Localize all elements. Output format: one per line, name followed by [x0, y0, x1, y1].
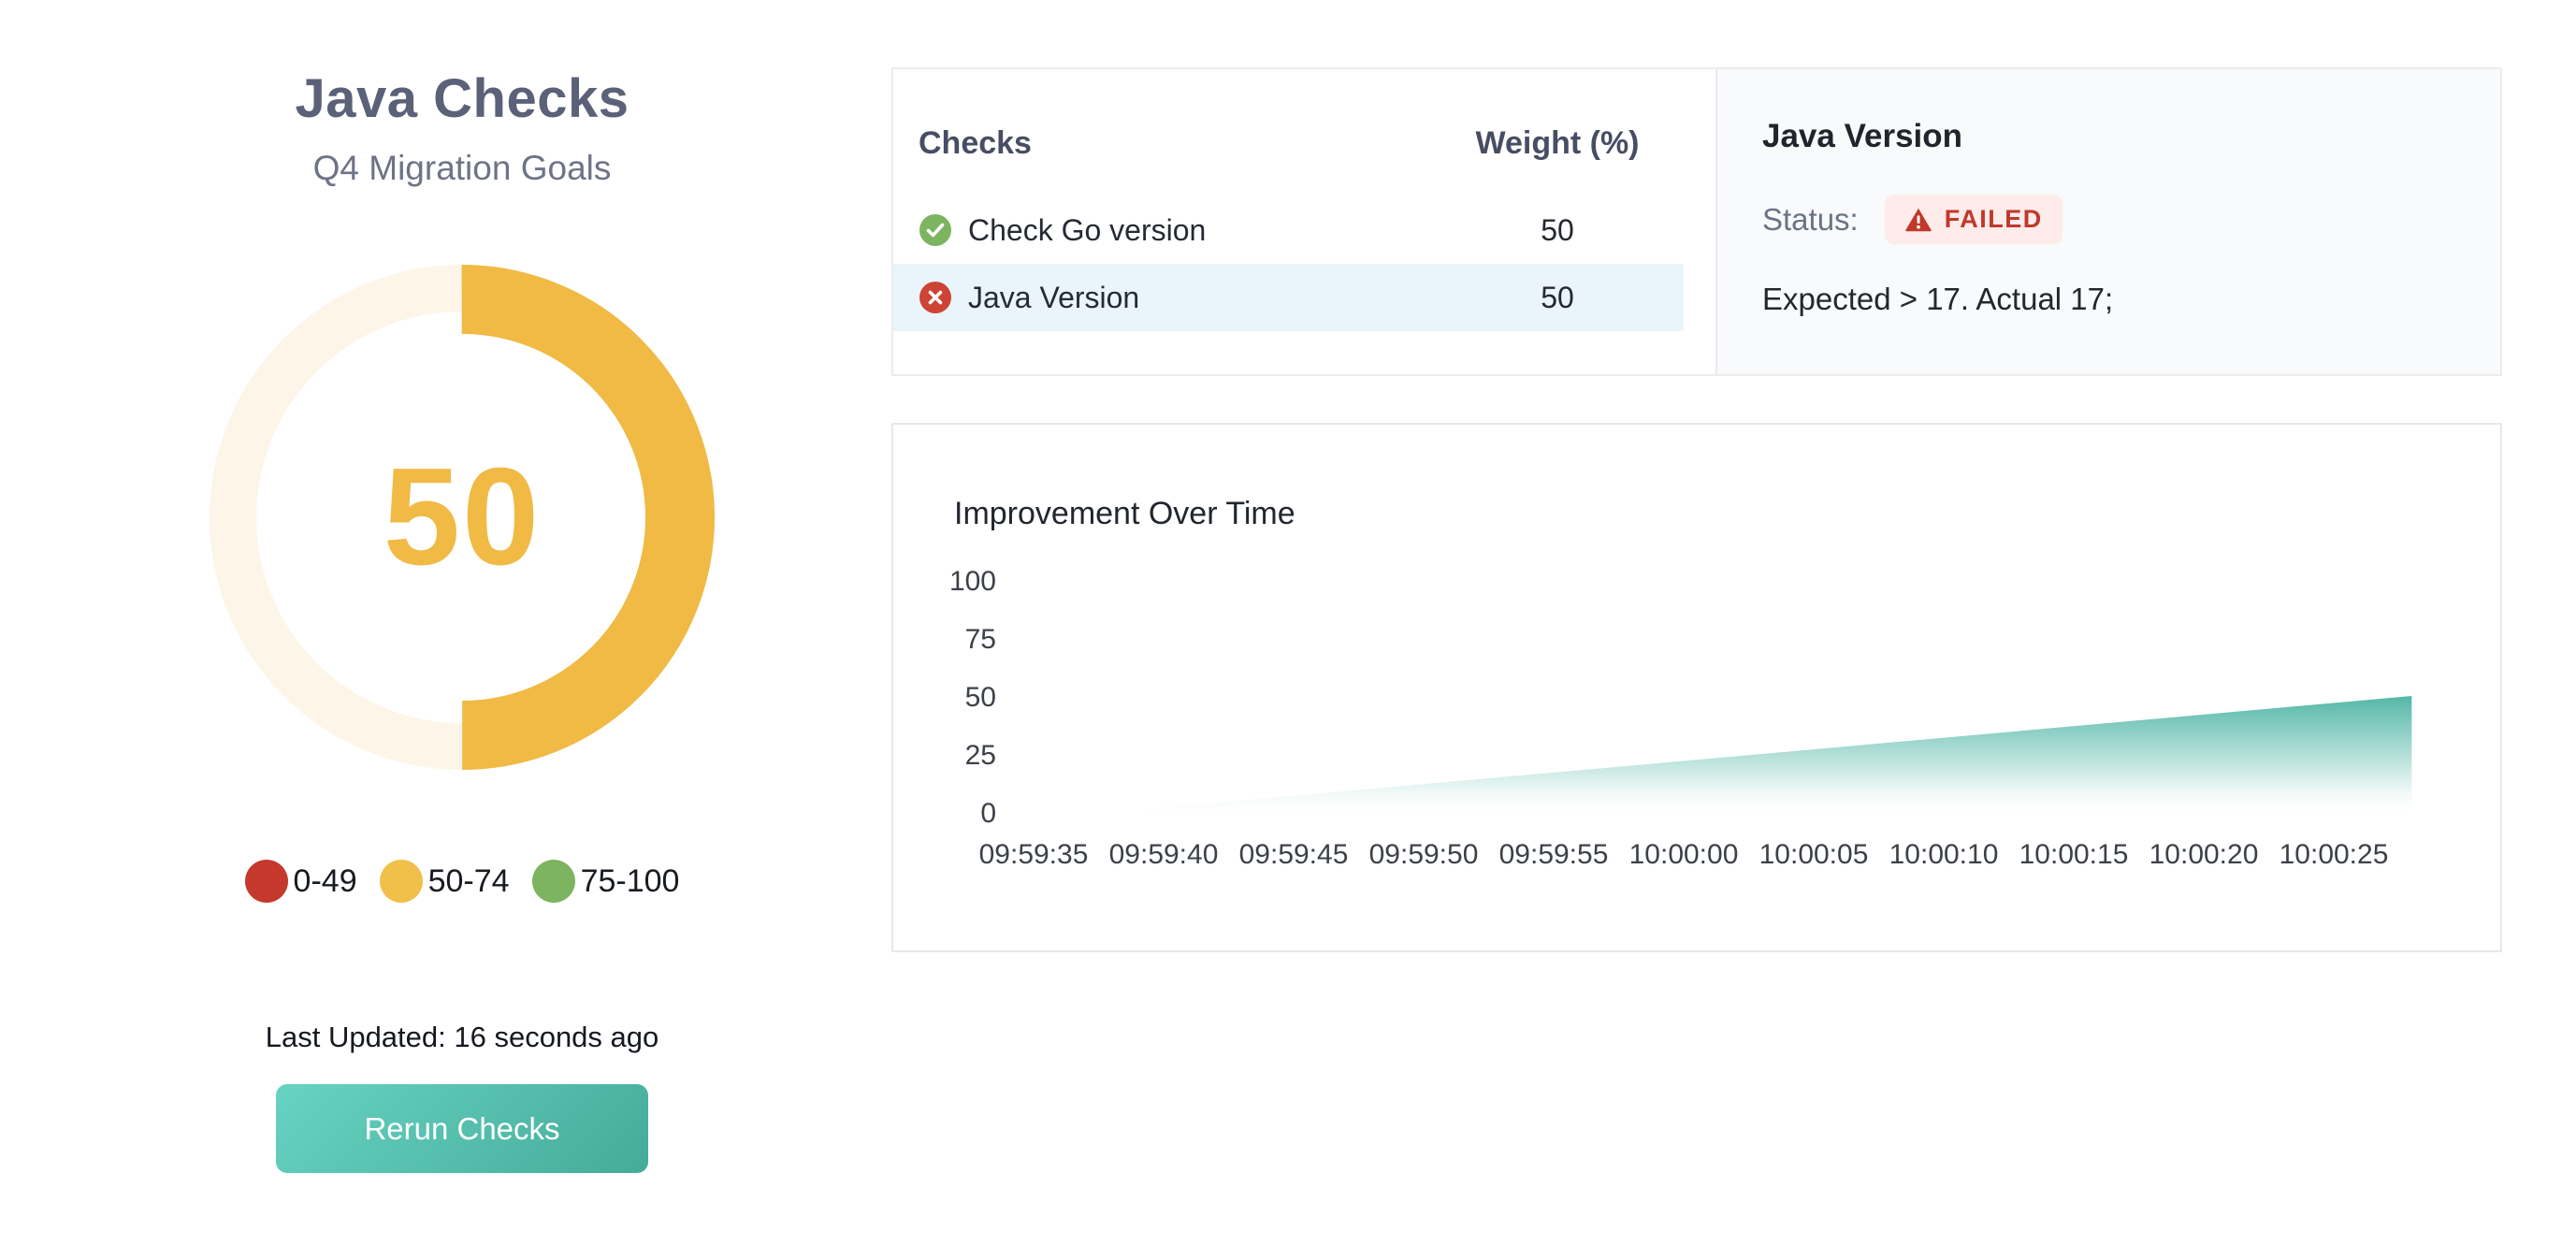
status-circle	[919, 214, 951, 246]
column-header-weight: Weight (%)	[1475, 124, 1640, 161]
x-axis-ticks: 09:59:35 09:59:40 09:59:45 09:59:50 09:59:55…	[979, 839, 2389, 870]
svg-text:0: 0	[980, 798, 996, 829]
score-gauge: 50	[210, 265, 715, 770]
status-row: Status: FAILED	[1762, 195, 2455, 244]
svg-text:10:00:25: 10:00:25	[2279, 839, 2389, 870]
detail-message: Expected > 17. Actual 17;	[1762, 282, 2114, 316]
gauge-value-arc	[210, 265, 715, 770]
detail-title: Java Version	[1762, 118, 1963, 154]
legend-dot	[379, 860, 423, 903]
warning-triangle-icon	[1905, 208, 1932, 231]
table-row[interactable]: Java Version 50	[893, 264, 1684, 331]
check-passed-icon	[919, 214, 951, 246]
check-name: Check Go version	[968, 212, 1207, 247]
status-badge: FAILED	[1884, 195, 2062, 244]
svg-text:100: 100	[949, 566, 996, 597]
svg-text:10:00:05: 10:00:05	[1759, 839, 1869, 870]
status-label: Status:	[1762, 201, 1859, 237]
check-detail-panel: Java Version Status: FAILED Expected > 1…	[1715, 69, 2500, 374]
checks-table-section: Checks Weight (%) Check Go version 50	[893, 69, 1715, 374]
svg-text:09:59:40: 09:59:40	[1109, 839, 1219, 870]
y-axis-ticks: 0 25 50 75 100	[949, 566, 996, 829]
legend-dot	[531, 860, 575, 903]
legend-dot	[244, 860, 288, 903]
rerun-checks-button[interactable]: Rerun Checks	[276, 1084, 648, 1173]
svg-text:75: 75	[965, 624, 996, 655]
svg-text:10:00:00: 10:00:00	[1629, 839, 1739, 870]
svg-text:10:00:15: 10:00:15	[2019, 839, 2129, 870]
check-weight: 50	[1541, 280, 1574, 314]
legend-item-low: 0-49	[244, 860, 357, 903]
legend-label: 0-49	[293, 862, 357, 899]
legend-item-mid: 50-74	[379, 860, 510, 903]
svg-text:09:59:35: 09:59:35	[979, 839, 1089, 870]
status-value: FAILED	[1944, 205, 2043, 233]
table-row[interactable]: Check Go version 50	[893, 196, 1684, 264]
svg-text:09:59:45: 09:59:45	[1239, 839, 1349, 870]
checks-table: Checks Weight (%) Check Go version 50	[893, 122, 1684, 331]
column-header-checks: Checks	[919, 124, 1032, 161]
last-updated-text: Last Updated: 16 seconds ago	[265, 1021, 659, 1053]
svg-text:10:00:10: 10:00:10	[1889, 839, 1999, 870]
summary-column: Java Checks Q4 Migration Goals 50 0-49 5…	[135, 0, 789, 1173]
legend-item-high: 75-100	[531, 860, 680, 903]
improvement-chart-card: Improvement Over Time 0 25 50 75 100 09:59:3…	[891, 423, 2502, 952]
check-failed-icon	[919, 282, 951, 313]
check-weight: 50	[1541, 212, 1574, 247]
page-subtitle: Q4 Migration Goals	[312, 149, 612, 187]
score-legend: 0-49 50-74 75-100	[135, 860, 789, 903]
checks-card: Checks Weight (%) Check Go version 50	[891, 67, 2502, 376]
legend-label: 50-74	[427, 862, 510, 899]
table-header-row: Checks Weight (%)	[893, 122, 1684, 165]
check-name: Java Version	[968, 280, 1140, 314]
chart-title: Improvement Over Time	[954, 496, 1295, 531]
legend-label: 75-100	[580, 862, 680, 899]
svg-text:25: 25	[965, 740, 996, 771]
svg-text:10:00:20: 10:00:20	[2149, 839, 2259, 870]
svg-text:09:59:55: 09:59:55	[1499, 839, 1609, 870]
svg-text:50: 50	[965, 682, 996, 713]
gauge-score-value: 50	[383, 440, 542, 594]
page-title: Java Checks	[295, 68, 630, 129]
improvement-area-series	[1111, 696, 2412, 812]
svg-text:09:59:50: 09:59:50	[1369, 839, 1479, 870]
gauge-donut-chart	[210, 265, 715, 770]
